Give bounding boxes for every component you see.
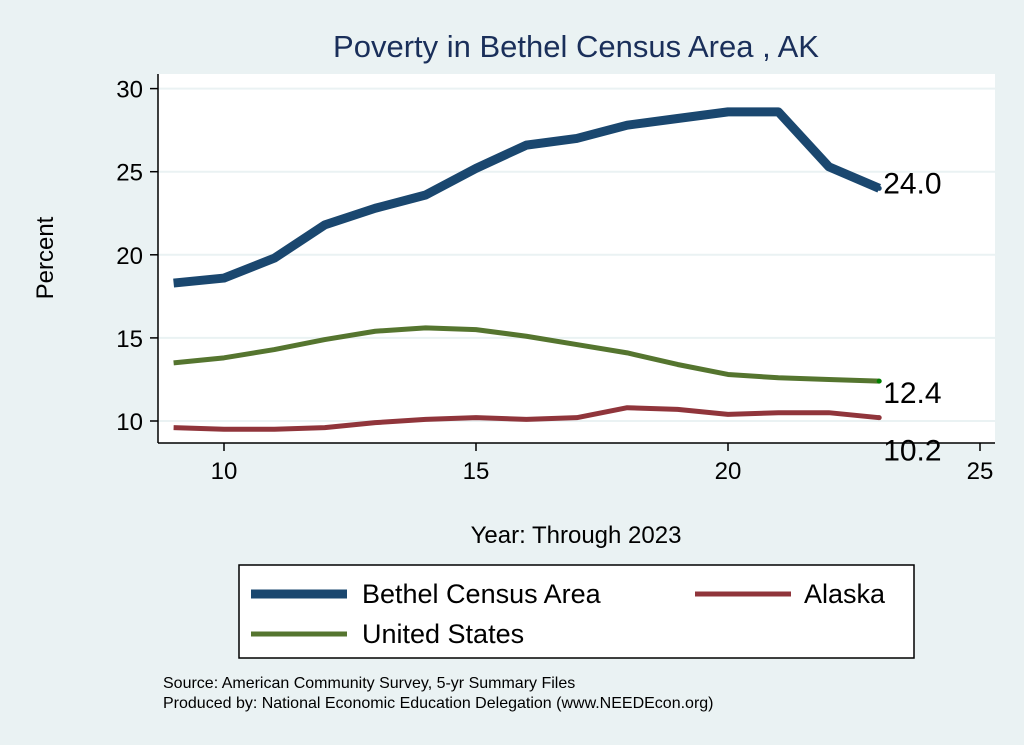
end-point-marker: [876, 415, 882, 421]
series-line-united-states: [173, 325, 880, 384]
x-tick-label: 20: [715, 458, 742, 485]
y-tick-label: 20: [116, 243, 143, 270]
legend-label: United States: [362, 619, 524, 649]
legend-label: Alaska: [804, 579, 886, 609]
end-value-label: 24.0: [883, 167, 941, 200]
plot-area: [158, 74, 995, 443]
legend-label: Bethel Census Area: [362, 579, 602, 609]
end-point-marker: [876, 185, 882, 191]
y-tick-label: 25: [116, 160, 143, 187]
x-tick-label: 10: [211, 458, 238, 485]
end-point-marker: [876, 378, 882, 384]
x-tick-label: 15: [463, 458, 490, 485]
end-value-label: 12.4: [883, 377, 941, 410]
legend: Bethel Census Area Alaska United States: [238, 564, 915, 659]
y-axis-label: Percent: [32, 216, 59, 299]
end-value-label: 10.2: [883, 435, 941, 468]
x-tick-label: 25: [967, 458, 994, 485]
y-tick-label: 15: [116, 326, 143, 353]
x-axis-label: Year: Through 2023: [471, 522, 682, 549]
series-line-bethel-census-area: [173, 107, 881, 288]
producer-note: Produced by: National Economic Education…: [163, 695, 714, 712]
y-tick-label: 30: [116, 77, 143, 104]
y-tick-label: 10: [116, 409, 143, 436]
chart-title: Poverty in Bethel Census Area , AK: [333, 29, 819, 64]
source-note: Source: American Community Survey, 5-yr …: [163, 675, 575, 692]
series-line-alaska: [173, 405, 880, 432]
